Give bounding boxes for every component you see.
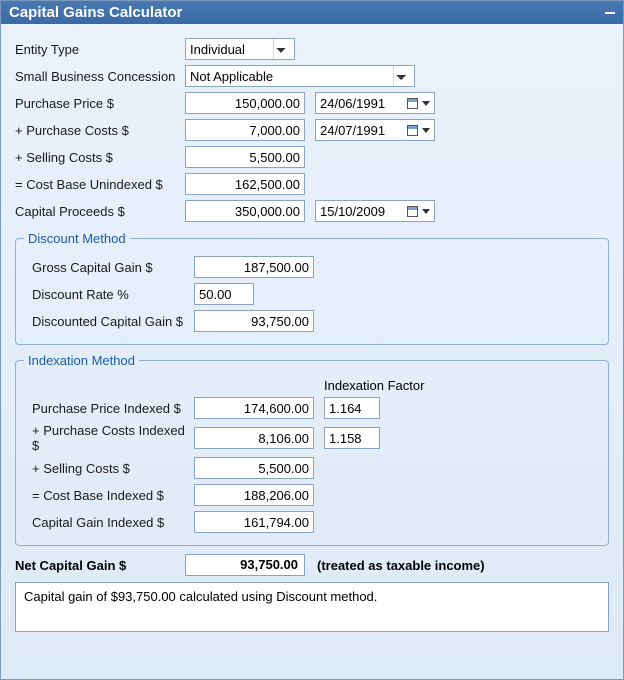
sb-concession-label: Small Business Concession xyxy=(15,69,185,84)
entity-type-label: Entity Type xyxy=(15,42,185,57)
discount-method-legend: Discount Method xyxy=(24,231,130,246)
selling-costs2-label: + Selling Costs $ xyxy=(24,461,194,476)
window-title: Capital Gains Calculator xyxy=(9,4,182,21)
indexation-method-legend: Indexation Method xyxy=(24,353,139,368)
calculator-window: Capital Gains Calculator Entity Type Ind… xyxy=(0,0,624,680)
purchase-costs-date-picker[interactable]: 24/07/1991 xyxy=(315,119,435,141)
message-box: Capital gain of $93,750.00 calculated us… xyxy=(15,582,609,632)
capital-gain-indexed-label: Capital Gain Indexed $ xyxy=(24,515,194,530)
selling-costs-label: + Selling Costs $ xyxy=(15,150,185,165)
purchase-date-picker[interactable]: 24/06/1991 xyxy=(315,92,435,114)
indexation-method-group: Indexation Method Indexation Factor Purc… xyxy=(15,353,609,546)
chevron-down-icon xyxy=(422,128,430,133)
purchase-price-input[interactable] xyxy=(185,92,305,114)
gross-gain-output xyxy=(194,256,314,278)
selling-costs-input[interactable] xyxy=(185,146,305,168)
purchase-price-indexed-output xyxy=(194,397,314,419)
cost-base-unindexed-output xyxy=(185,173,305,195)
factor1-output xyxy=(324,397,380,419)
net-capital-gain-label: Net Capital Gain $ xyxy=(15,558,185,573)
form-body: Entity Type Individual Small Business Co… xyxy=(1,24,623,640)
sb-concession-select[interactable]: Not Applicable xyxy=(185,65,415,87)
calendar-icon xyxy=(407,206,418,217)
chevron-down-icon xyxy=(422,209,430,214)
capital-proceeds-label: Capital Proceeds $ xyxy=(15,204,185,219)
purchase-costs-input[interactable] xyxy=(185,119,305,141)
gross-gain-label: Gross Capital Gain $ xyxy=(24,260,194,275)
treated-label: (treated as taxable income) xyxy=(317,558,485,573)
purchase-price-indexed-label: Purchase Price Indexed $ xyxy=(24,401,194,416)
indexation-factor-header: Indexation Factor xyxy=(324,378,600,393)
factor2-output xyxy=(324,427,380,449)
message-text: Capital gain of $93,750.00 calculated us… xyxy=(24,589,377,604)
capital-gain-indexed-output xyxy=(194,511,314,533)
purchase-costs-label: + Purchase Costs $ xyxy=(15,123,185,138)
minimize-icon[interactable] xyxy=(605,12,615,14)
discount-rate-label: Discount Rate % xyxy=(24,287,194,302)
discount-rate-input[interactable] xyxy=(194,283,254,305)
cost-base-indexed-output xyxy=(194,484,314,506)
calendar-icon xyxy=(407,98,418,109)
purchase-date-value: 24/06/1991 xyxy=(320,96,385,111)
purchase-costs-indexed-label: + Purchase Costs Indexed $ xyxy=(24,423,194,453)
discount-method-group: Discount Method Gross Capital Gain $ Dis… xyxy=(15,231,609,345)
entity-type-select[interactable]: Individual xyxy=(185,38,295,60)
purchase-costs-indexed-output xyxy=(194,427,314,449)
capital-proceeds-input[interactable] xyxy=(185,200,305,222)
purchase-price-label: Purchase Price $ xyxy=(15,96,185,111)
cost-base-indexed-label: = Cost Base Indexed $ xyxy=(24,488,194,503)
net-capital-gain-output: 93,750.00 xyxy=(185,554,305,576)
proceeds-date-picker[interactable]: 15/10/2009 xyxy=(315,200,435,222)
purchase-costs-date-value: 24/07/1991 xyxy=(320,123,385,138)
calendar-icon xyxy=(407,125,418,136)
titlebar: Capital Gains Calculator xyxy=(1,1,623,24)
proceeds-date-value: 15/10/2009 xyxy=(320,204,385,219)
discounted-gain-label: Discounted Capital Gain $ xyxy=(24,314,194,329)
cost-base-unindexed-label: = Cost Base Unindexed $ xyxy=(15,177,185,192)
chevron-down-icon xyxy=(422,101,430,106)
discounted-gain-output xyxy=(194,310,314,332)
selling-costs2-output xyxy=(194,457,314,479)
